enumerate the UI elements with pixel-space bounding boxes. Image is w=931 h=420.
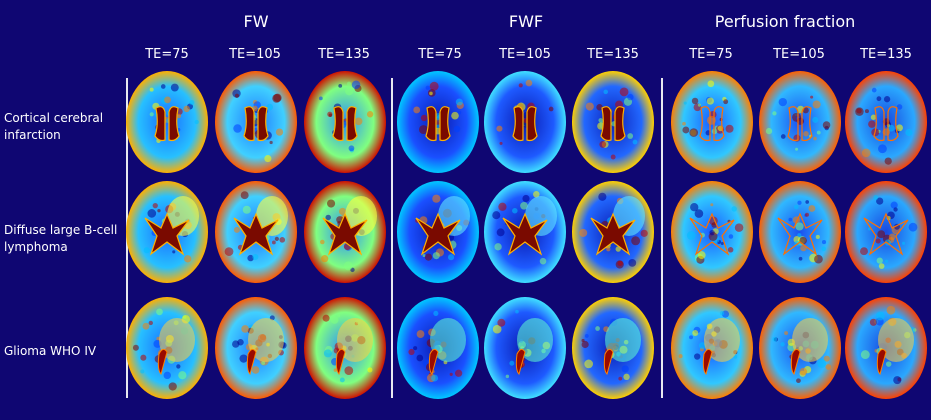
row-label-lymphoma: Diffuse large B-cell lymphoma xyxy=(4,223,118,254)
brain-map xyxy=(215,297,297,399)
brain-map xyxy=(304,71,386,173)
divider xyxy=(661,78,663,398)
brain-map xyxy=(845,181,927,283)
brain-map xyxy=(484,71,566,173)
te-label: TE=105 xyxy=(229,47,281,62)
brain-map xyxy=(572,181,654,283)
brain-map xyxy=(215,181,297,283)
row-label-infarction: Cortical cerebral infarction xyxy=(4,111,104,142)
brain-map xyxy=(126,181,208,283)
brain-map xyxy=(397,181,479,283)
brain-map xyxy=(572,71,654,173)
brain-map xyxy=(671,71,753,173)
te-label: TE=135 xyxy=(860,47,912,62)
brain-map xyxy=(126,297,208,399)
te-label: TE=75 xyxy=(689,47,733,62)
brain-map xyxy=(759,181,841,283)
brain-map xyxy=(484,297,566,399)
brain-map xyxy=(845,71,927,173)
brain-map xyxy=(671,181,753,283)
group-title-fw: FW xyxy=(243,12,269,31)
group-title-perfusion: Perfusion fraction xyxy=(714,12,856,31)
brain-map xyxy=(304,297,386,399)
brain-map xyxy=(572,297,654,399)
group-title-fwf: FWF xyxy=(508,12,544,31)
brain-map xyxy=(759,297,841,399)
te-label: TE=75 xyxy=(418,47,462,62)
brain-map xyxy=(304,181,386,283)
brain-map xyxy=(397,297,479,399)
brain-map xyxy=(484,181,566,283)
brain-map xyxy=(215,71,297,173)
row-label-glioma: Glioma WHO IV xyxy=(4,344,97,358)
brain-map xyxy=(397,71,479,173)
te-label: TE=135 xyxy=(587,47,639,62)
brain-map xyxy=(845,297,927,399)
te-label: TE=105 xyxy=(499,47,551,62)
brain-map xyxy=(671,297,753,399)
divider xyxy=(391,78,393,398)
brain-map xyxy=(759,71,841,173)
te-label: TE=105 xyxy=(773,47,825,62)
brain-map xyxy=(126,71,208,173)
te-label: TE=135 xyxy=(318,47,370,62)
te-label: TE=75 xyxy=(145,47,189,62)
